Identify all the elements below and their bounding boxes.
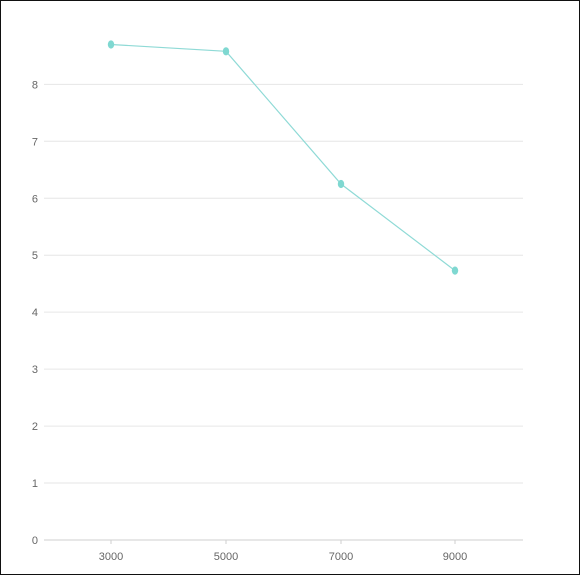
series-layer [107,40,459,275]
axis-layer [44,539,523,544]
y-tick-label: 2 [32,421,38,433]
series-line [110,43,456,272]
grid-layer [44,83,523,484]
data-point [222,47,230,56]
y-tick-label: 7 [32,136,38,148]
y-tick-label: 1 [32,478,38,490]
y-tick-label: 5 [32,250,38,262]
y-tick-label: 0 [32,535,38,547]
data-point [451,266,459,275]
y-tick-label: 3 [32,364,38,376]
x-tick-label: 5000 [214,551,238,563]
label-layer: 0 1 2 3 4 5 6 7 8 3000 5000 7000 9000 [32,79,467,563]
data-point [337,179,345,189]
y-tick-label: 4 [32,307,38,319]
data-point [107,40,115,49]
x-tick-label: 9000 [443,551,467,563]
y-tick-label: 6 [32,193,38,205]
y-tick-label: 8 [32,79,38,91]
x-tick-label: 3000 [99,551,123,563]
x-tick-label: 7000 [329,551,353,563]
